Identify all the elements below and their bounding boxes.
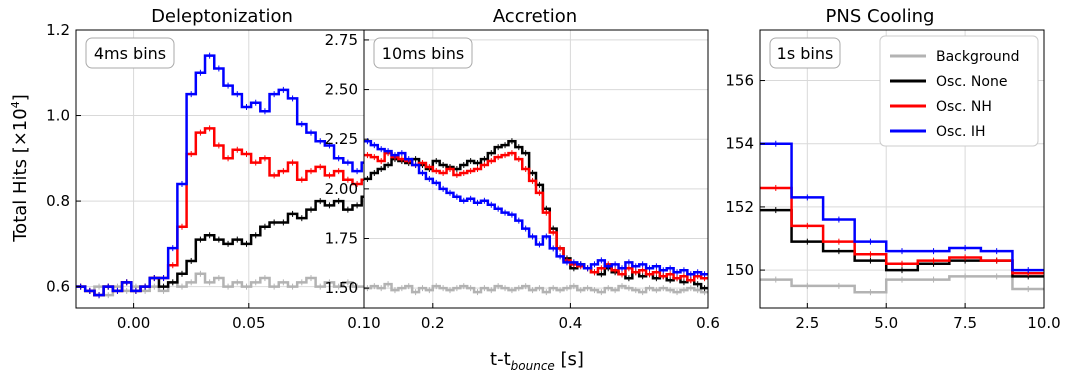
y-tick-label: 0.8 [46,192,70,210]
x-tick-label: 0.4 [558,314,582,332]
y-tick-label: 150 [725,261,754,279]
y-tick-label: 1.75 [325,230,358,248]
deleptonization-panel: Deleptonization 0.00 0.05 0.10 0.6 0.8 1.0 1.2… [46,6,381,332]
y-tick-label: 1.2 [46,21,70,39]
series-line-osc-ih [760,142,1044,272]
bin-label: 10ms bins [382,44,464,63]
legend-label: Background [936,49,1020,65]
legend-label: Osc. NH [936,99,992,115]
panel-title: Deleptonization [151,6,293,27]
y-tick-label: 2.00 [325,180,358,198]
y-tick-label: 156 [725,72,754,90]
axes-frame [759,29,1045,309]
bin-label-box [373,37,473,69]
legend-label: Osc. IH [936,124,986,140]
y-tick-label: 1.50 [325,279,358,297]
x-tick-label: 0.2 [421,314,445,332]
y-tick-label: 2.50 [325,81,358,99]
bin-label: 4ms bins [94,44,166,63]
x-axis-label: t-tbounce [s] [490,349,584,373]
y-axis-label: Total Hits [×104] [9,94,31,243]
x-tick-label: 0.05 [232,314,265,332]
series-line-osc-none [76,195,364,297]
x-tick-label: 0.00 [117,314,150,332]
panel-title: PNS Cooling [826,6,935,27]
series-line-osc-ih [76,54,364,297]
accretion-panel: Accretion 0.2 0.4 0.6 1.50 1.75 2.00 2.25 2.50 2… [325,6,720,332]
legend-box [879,35,1039,147]
y-tick-label: 152 [725,198,754,216]
y-tick-label: 154 [725,135,754,153]
x-tick-label: 10.0 [1027,314,1060,332]
y-tick-label: 2.25 [325,130,358,148]
series-line-osc-ih [364,139,708,276]
series-line-background [760,275,1044,294]
series-line-osc-nh [76,127,364,297]
x-tick-label: 7.5 [953,314,977,332]
bin-label-box [769,37,841,69]
x-tick-label: 0.10 [347,314,380,332]
bin-label-box [85,37,175,69]
x-tick-label: 2.5 [795,314,819,332]
series-line-background [76,272,364,297]
y-tick-label: 1.0 [46,107,70,125]
panel-title: Accretion [493,6,577,27]
legend-label: Osc. None [936,74,1007,90]
y-tick-label: 2.75 [325,31,358,49]
x-tick-label: 0.6 [696,314,720,332]
axes-frame [75,29,365,309]
y-tick-label: 0.6 [46,278,70,296]
x-tick-label: 5.0 [874,314,898,332]
series-line-osc-nh [760,186,1044,275]
axes-frame [363,29,709,309]
pns-cooling-panel: PNS Cooling 2.5 5.0 7.5 10.0 150 152 154 156 1s … [725,6,1060,332]
bin-label: 1s bins [777,44,834,63]
